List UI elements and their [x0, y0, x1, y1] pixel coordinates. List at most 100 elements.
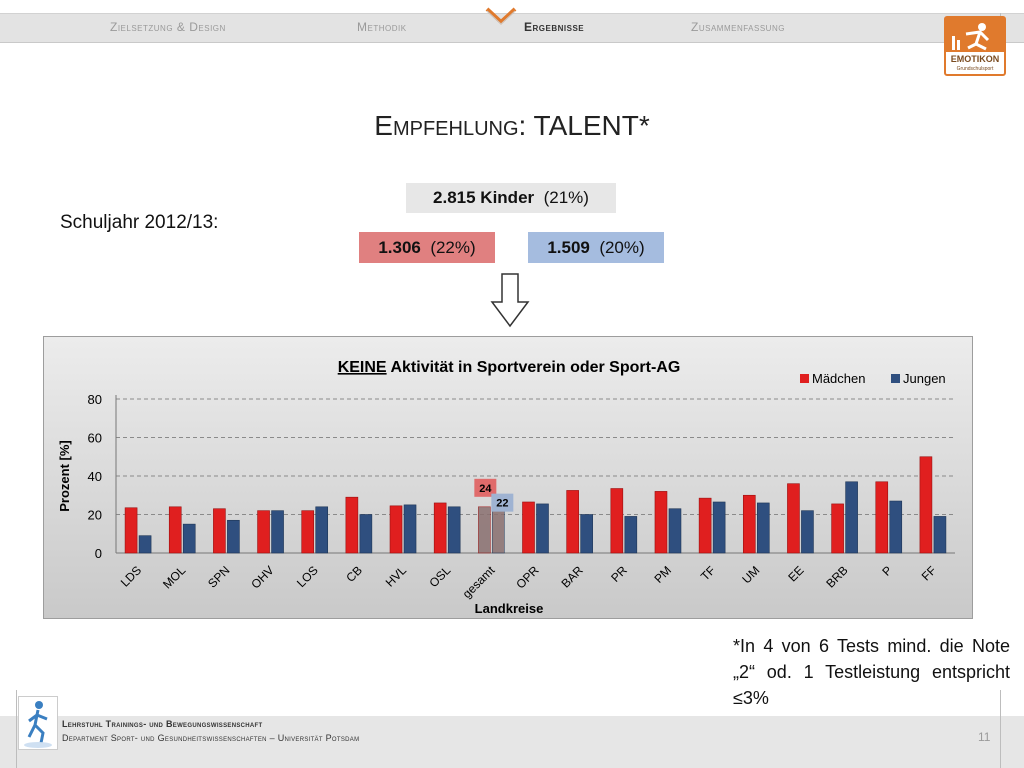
x-tick-label: TF: [698, 563, 718, 583]
emotikon-logo-icon: EMOTIKON Grundschulsport: [946, 18, 1004, 72]
y-axis-ticks: 0 20 40 60 80: [88, 392, 102, 561]
down-arrow-icon: [490, 273, 530, 328]
bar-girls-PM: [654, 491, 668, 554]
bar-boys-HVL: [403, 504, 417, 554]
nav-item-zielsetzung[interactable]: Zielsetzung & Design: [110, 20, 226, 34]
chart-bars: [124, 456, 947, 554]
nav-chevron-icon: [485, 7, 517, 25]
chart-title-emphasis: KEINE: [338, 359, 387, 376]
bar-girls-BAR: [566, 490, 579, 554]
footer-right-rule: [1000, 690, 1001, 768]
page-number: 11: [978, 730, 991, 744]
bar-girls-FF: [919, 456, 933, 554]
bar-boys-MOL: [182, 523, 196, 554]
x-tick-label: gesamt: [460, 563, 498, 601]
logo-subtext: Grundschulsport: [957, 66, 994, 72]
bar-boys-gesamt: [492, 510, 505, 554]
bar-boys-LOS: [315, 506, 329, 554]
x-tick-label: HVL: [383, 563, 410, 590]
x-axis-label: Landkreise: [475, 601, 544, 616]
boys-count: 1.509: [547, 238, 590, 257]
bar-boys-SPN: [227, 519, 240, 554]
chart-title-text: Aktivität in Sportverein oder Sport-AG: [390, 359, 680, 376]
legend-label-boys: Jungen: [903, 371, 946, 386]
footer-chair-name: Lehrstuhl Trainings- und Bewegungswissen…: [62, 719, 263, 729]
x-tick-label: OHV: [248, 563, 276, 591]
y-tick-label: 60: [88, 431, 102, 446]
bar-girls-MOL: [168, 506, 182, 554]
legend-label-girls: Mädchen: [812, 371, 865, 386]
nav-item-methodik[interactable]: Methodik: [357, 20, 407, 34]
x-axis-ticks: LDS MOL SPN OHV LOS CB HVL OSL gesamt OPR BAR PR PM T…: [118, 563, 939, 601]
bar-girls-TF: [698, 497, 712, 554]
bar-boys-OSL: [447, 506, 461, 554]
top-navigation-bar: Zielsetzung & Design Methodik Ergebnisse…: [0, 13, 1024, 43]
x-tick-label: OSL: [426, 563, 453, 590]
bar-girls-HVL: [389, 505, 403, 554]
bar-girls-SPN: [213, 508, 226, 554]
x-tick-label: SPN: [205, 563, 232, 590]
kids-percent: (21%): [543, 188, 589, 207]
bar-girls-OPR: [522, 501, 535, 554]
bar-boys-TF: [712, 501, 726, 554]
bar-boys-OHV: [271, 510, 284, 554]
annotation-label: 22: [496, 498, 508, 510]
x-tick-label: BAR: [558, 563, 586, 591]
y-tick-label: 0: [95, 546, 102, 561]
bar-boys-BRB: [845, 481, 858, 554]
nav-item-zusammenfassung[interactable]: Zusammenfassung: [691, 20, 785, 34]
girls-percent: (22%): [430, 238, 476, 257]
bar-boys-FF: [933, 516, 947, 554]
bar-girls-gesamt: [478, 506, 491, 554]
x-tick-label: FF: [919, 563, 939, 583]
x-tick-label: UM: [739, 563, 762, 586]
runner-icon: [24, 701, 52, 748]
logo-text: EMOTIKON: [951, 54, 1000, 64]
footer-bar: [0, 716, 1024, 768]
bar-girls-PR: [610, 488, 624, 554]
annotation-box: [474, 478, 497, 497]
boys-total-box: 1.509 (20%): [528, 232, 664, 263]
x-tick-label: OPR: [513, 563, 542, 592]
bar-girls-UM: [742, 494, 756, 554]
bar-girls-BRB: [831, 503, 844, 554]
y-axis-label: Prozent [%]: [57, 440, 72, 512]
bar-girls-P: [875, 481, 889, 554]
bar-boys-LDS: [138, 535, 152, 554]
emotikon-logo: EMOTIKON Grundschulsport: [944, 16, 1006, 76]
nav-item-ergebnisse[interactable]: Ergebnisse: [524, 20, 585, 34]
legend-swatch-girls: [800, 374, 809, 383]
footnote: *In 4 von 6 Tests mind. die Note „2“ od.…: [733, 636, 1010, 708]
chart-frame: [43, 336, 973, 619]
bar-girls-OSL: [433, 502, 447, 554]
girls-total-box: 1.306 (22%): [359, 232, 495, 263]
chart-legend: Mädchen Jungen: [800, 371, 946, 386]
x-tick-label: EE: [785, 563, 806, 584]
y-tick-label: 20: [88, 508, 102, 523]
chart-title: KEINE Aktivität in Sportverein oder Spor…: [338, 359, 681, 376]
bar-boys-PR: [624, 516, 638, 554]
x-tick-label: CB: [343, 563, 365, 585]
x-tick-label: P: [879, 563, 895, 579]
boys-percent: (20%): [599, 238, 645, 257]
bar-boys-UM: [756, 502, 770, 554]
chart-gridlines: [115, 395, 955, 554]
girls-count: 1.306: [378, 238, 421, 257]
x-tick-label: BRB: [823, 563, 850, 590]
annotation-label: 24: [479, 483, 492, 495]
footer-department: Department Sport- und Gesundheitswissens…: [62, 733, 360, 743]
bar-boys-PM: [668, 508, 682, 554]
university-logo: [18, 696, 58, 750]
bar-girls-EE: [787, 483, 800, 554]
school-year-label: Schuljahr 2012/13:: [60, 212, 219, 233]
annotation-box: [491, 493, 514, 512]
bar-girls-LOS: [301, 510, 315, 554]
bar-chart: KEINE Aktivität in Sportverein oder Spor…: [57, 359, 955, 616]
bar-boys-BAR: [580, 514, 593, 554]
kids-count: 2.815 Kinder: [433, 188, 535, 207]
chart-annotations: 24 22: [474, 478, 514, 512]
total-kids-box: 2.815 Kinder (21%): [406, 183, 616, 213]
y-tick-label: 40: [88, 469, 102, 484]
x-tick-label: PR: [608, 563, 630, 585]
x-tick-label: LDS: [118, 563, 144, 589]
